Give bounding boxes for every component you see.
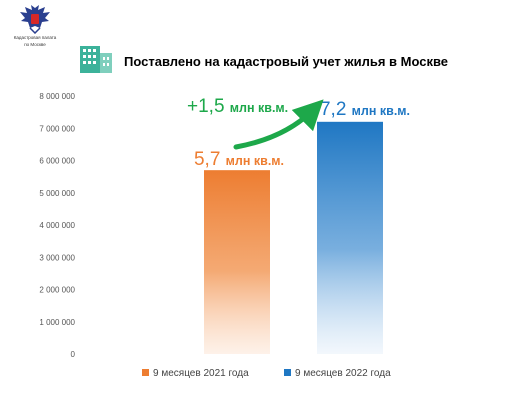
y-tick-label: 6 000 000 — [39, 157, 75, 166]
y-tick-label: 1 000 000 — [39, 318, 75, 327]
y-tick-label: 8 000 000 — [39, 92, 75, 101]
data-label-value: 5,7 — [194, 149, 226, 170]
change-unit: млн кв.м. — [230, 101, 288, 115]
org-name-line1: Кадастровая палата — [13, 35, 57, 40]
data-label-1: 5,7 млн кв.м. — [194, 149, 284, 170]
change-annotation: +1,5 млн кв.м. — [187, 96, 288, 117]
building-icon — [80, 46, 112, 73]
legend-label-2: 9 месяцев 2022 года — [295, 368, 391, 379]
bar-2 — [317, 121, 383, 354]
change-value: +1,5 — [187, 96, 230, 117]
org-name-line2: по Москве — [24, 42, 46, 47]
y-tick-label: 5 000 000 — [39, 189, 75, 198]
logo: Кадастровая палата по Москве — [8, 4, 62, 48]
double-headed-eagle-emblem-icon — [20, 5, 50, 34]
chart-title: Поставлено на кадастровый учет жилья в М… — [124, 54, 449, 69]
legend-label-1: 9 месяцев 2021 года — [153, 368, 249, 379]
bar-1 — [204, 170, 270, 354]
data-label-value: 7,2 — [320, 99, 352, 120]
y-tick-label: 0 — [71, 350, 76, 359]
y-tick-label: 4 000 000 — [39, 221, 75, 230]
increase-arrow — [233, 99, 324, 150]
data-label-unit: млн кв.м. — [352, 104, 410, 118]
legend-swatch-1 — [142, 369, 149, 376]
data-label-2: 7,2 млн кв.м. — [320, 99, 410, 120]
data-label-unit: млн кв.м. — [226, 154, 284, 168]
y-tick-label: 7 000 000 — [39, 124, 75, 133]
legend-swatch-2 — [284, 369, 291, 376]
y-tick-label: 3 000 000 — [39, 253, 75, 262]
y-tick-label: 2 000 000 — [39, 286, 75, 295]
